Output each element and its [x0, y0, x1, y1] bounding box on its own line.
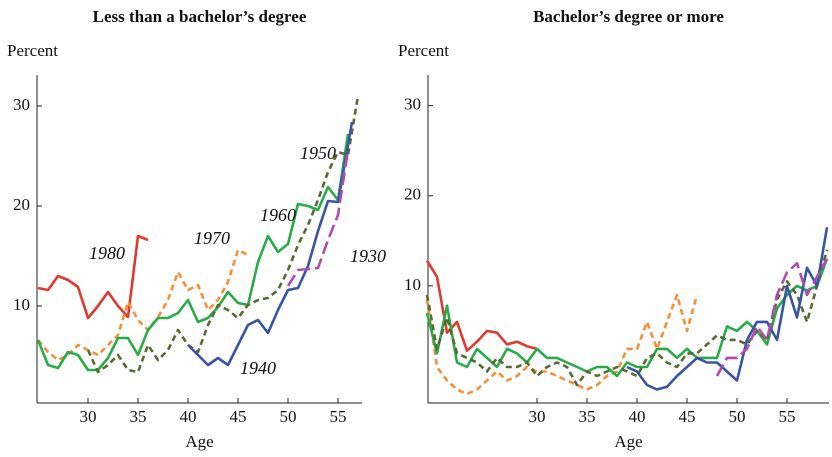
y-tick-label: 20 — [404, 185, 421, 204]
x-axis-label: Age — [185, 432, 213, 451]
series-line — [425, 258, 829, 378]
y-tick-label: 30 — [13, 95, 30, 114]
series-line — [36, 133, 350, 372]
x-tick-label: 30 — [529, 407, 546, 426]
series-line — [37, 248, 249, 362]
x-tick-label: 35 — [579, 407, 596, 426]
x-tick-label: 40 — [629, 407, 646, 426]
series-line — [626, 227, 829, 391]
x-axis-label: Age — [614, 432, 642, 451]
y-tick-label: 30 — [404, 95, 421, 114]
x-tick-label: 35 — [130, 407, 147, 426]
series-label: 1940 — [240, 358, 276, 378]
y-tick-label: 10 — [13, 295, 30, 314]
series-line — [715, 258, 829, 377]
series-line — [425, 259, 538, 352]
y-axis-label: Percent — [7, 41, 58, 60]
x-tick-label: 40 — [180, 407, 197, 426]
panel-title: Less than a bachelor’s degree — [93, 7, 307, 26]
series-line — [286, 149, 350, 287]
x-tick-label: 30 — [80, 407, 97, 426]
x-tick-label: 50 — [729, 407, 746, 426]
x-tick-label: 55 — [779, 407, 796, 426]
y-tick-label: 20 — [13, 195, 30, 214]
series-label: 1950 — [300, 143, 336, 163]
series-line — [187, 121, 354, 367]
series-line — [425, 293, 699, 396]
series-line — [425, 249, 829, 387]
series-label: 1980 — [89, 243, 125, 263]
x-tick-label: 50 — [280, 407, 297, 426]
series-label: 1960 — [260, 205, 296, 225]
y-axis-label: Percent — [398, 41, 449, 60]
panel-title: Bachelor’s degree or more — [533, 7, 724, 26]
series-label: 1930 — [350, 246, 386, 266]
x-tick-label: 45 — [230, 407, 247, 426]
y-tick-label: 10 — [404, 275, 421, 294]
x-tick-label: 45 — [679, 407, 696, 426]
series-line — [86, 95, 360, 374]
x-tick-label: 55 — [330, 407, 347, 426]
series-label: 1970 — [194, 228, 230, 248]
